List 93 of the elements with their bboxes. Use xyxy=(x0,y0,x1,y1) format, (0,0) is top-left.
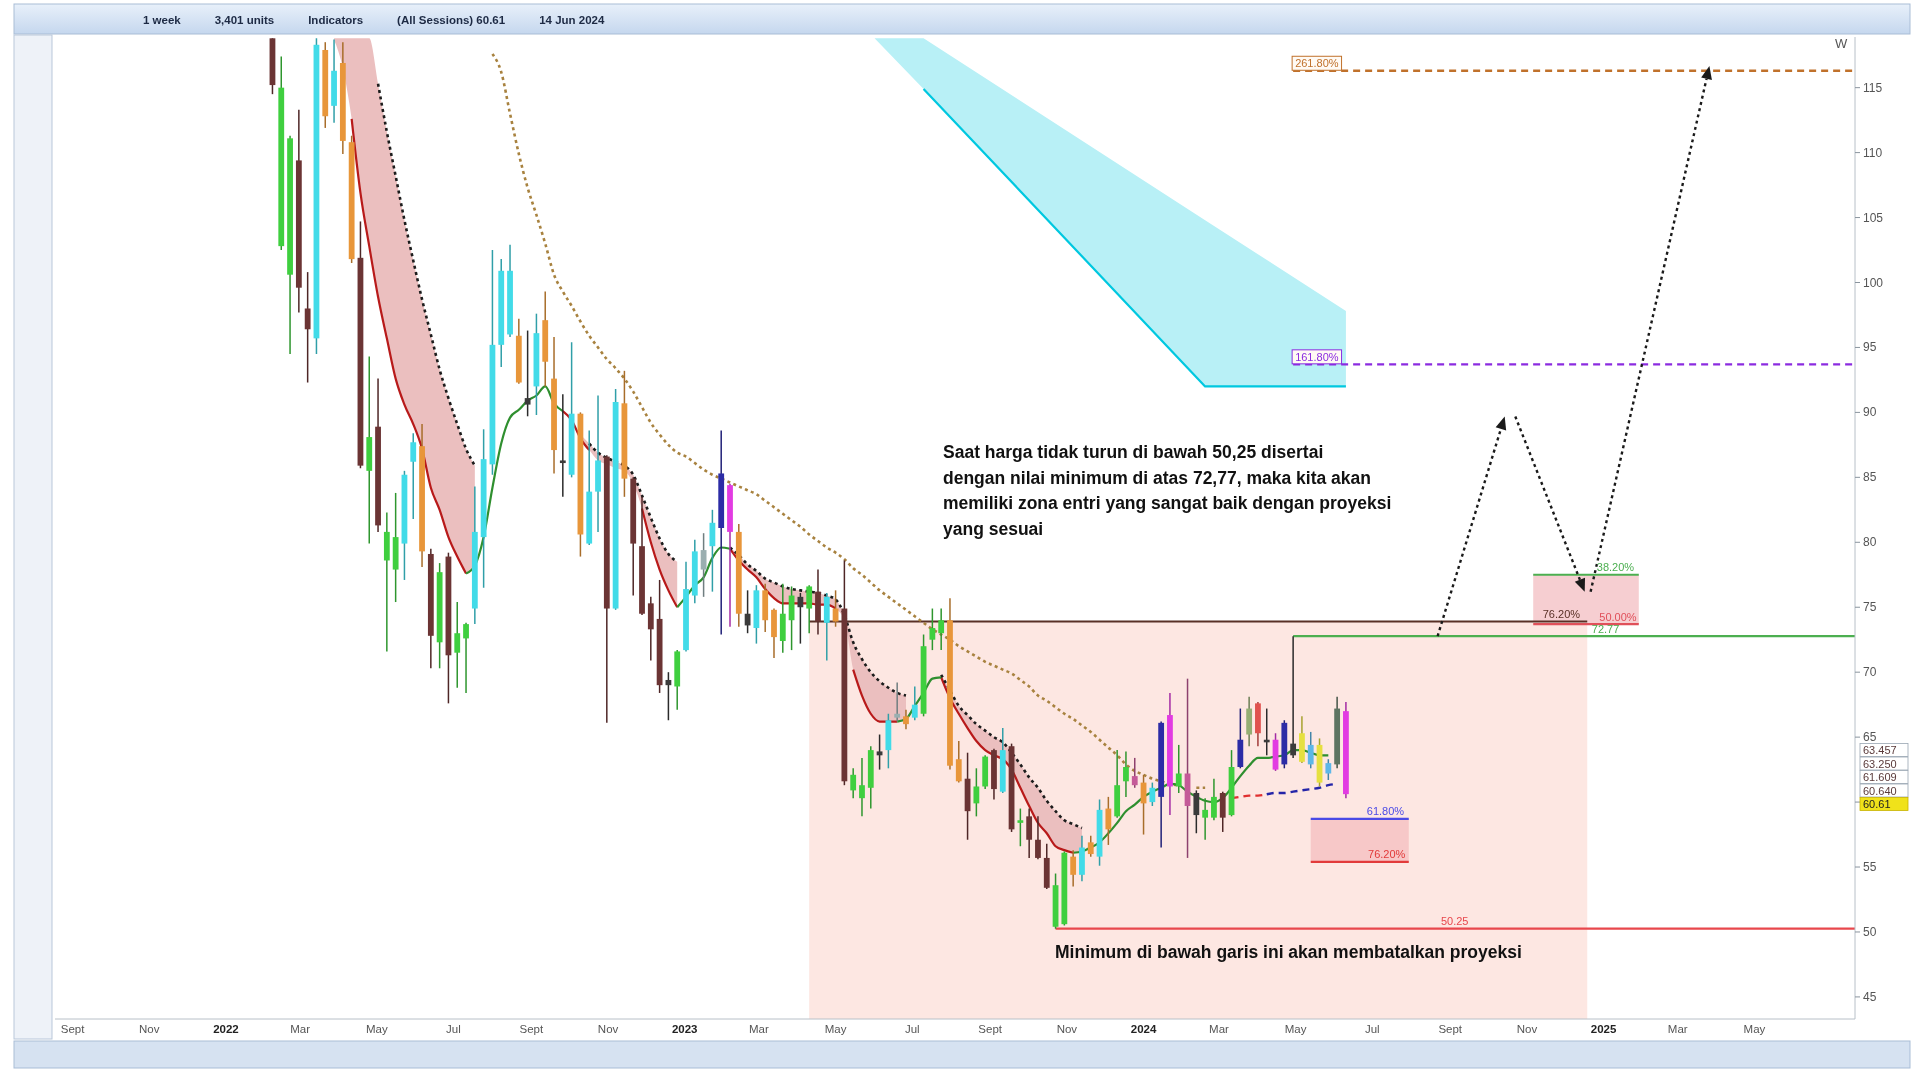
candlestick xyxy=(1193,789,1200,834)
x-tick-label: Nov xyxy=(597,1023,619,1035)
x-tick-label: 2022 xyxy=(213,1023,239,1035)
x-tick-label: Sept xyxy=(978,1023,1003,1035)
annotation: 61.80% xyxy=(1366,805,1405,818)
candlestick xyxy=(894,681,901,723)
candlestick xyxy=(850,767,857,799)
candlestick xyxy=(1070,849,1077,888)
x-tick-label: May xyxy=(1743,1023,1766,1035)
candlestick xyxy=(1035,815,1041,860)
candlestick xyxy=(410,432,417,520)
x-tick-label: Jul xyxy=(904,1023,920,1035)
candlestick xyxy=(1149,781,1156,807)
candlestick xyxy=(1290,635,1297,759)
y-tick-label: 45 xyxy=(1863,989,1877,1004)
annotation: 161.80% xyxy=(1295,350,1339,363)
x-tick-label: Nov xyxy=(139,1023,160,1035)
candlestick xyxy=(1131,757,1138,789)
x-tick-label: Sept xyxy=(60,1023,86,1035)
y-tick-label: 110 xyxy=(1863,145,1883,160)
text: 14 Jun 2024 xyxy=(539,14,605,26)
candlestick xyxy=(1026,807,1033,859)
candlestick xyxy=(454,601,461,689)
text: 3,401 units xyxy=(214,14,275,26)
candlestick xyxy=(859,757,865,818)
annotation: 76.20% xyxy=(1542,608,1581,621)
candlestick xyxy=(903,709,909,731)
annotation: 50.25 xyxy=(1440,915,1469,928)
candlestick xyxy=(797,592,804,645)
candlestick xyxy=(973,767,980,818)
y-tick-label: 65 xyxy=(1863,730,1877,745)
annotation: 72.77 xyxy=(1591,622,1620,635)
candlestick xyxy=(1105,796,1112,846)
text: 63.457 xyxy=(1863,744,1897,756)
y-tick-label: 55 xyxy=(1863,860,1877,875)
y-tick-label: 75 xyxy=(1863,600,1877,615)
text: Indicators xyxy=(308,14,364,26)
x-tick-label: Mar xyxy=(1667,1023,1688,1035)
x-tick-label: Mar xyxy=(290,1023,311,1035)
text: (All Sessions) 60.61 xyxy=(397,14,506,26)
x-tick-label: Jul xyxy=(1364,1023,1380,1035)
text: 60.640 xyxy=(1863,784,1897,797)
candlestick xyxy=(700,532,707,598)
candlestick xyxy=(955,740,962,784)
x-tick-label: Nov xyxy=(1056,1023,1078,1035)
annotation: Minimum di bawah garis ini akan membatalkan proyeksi xyxy=(1055,942,1522,962)
candlestick xyxy=(524,329,531,418)
x-tick-label: 2023 xyxy=(671,1023,698,1035)
text: 60.61 xyxy=(1863,798,1891,810)
x-tick-label: Nov xyxy=(1516,1023,1538,1035)
candlestick xyxy=(559,393,566,498)
y-tick-label: 50 xyxy=(1863,924,1877,939)
text: 63.250 xyxy=(1863,757,1897,770)
text: 1 week xyxy=(143,14,182,26)
candlestick xyxy=(938,607,945,651)
candlestick xyxy=(1017,807,1024,847)
candlestick xyxy=(1202,797,1209,841)
y-tick-label: 90 xyxy=(1863,405,1877,420)
x-tick-label: 2024 xyxy=(1130,1023,1157,1035)
x-tick-label: Mar xyxy=(749,1023,769,1035)
candlestick xyxy=(1325,758,1332,781)
candlestick xyxy=(1087,835,1094,858)
annotation: 38.20% xyxy=(1596,561,1635,574)
annotation: 76.20% xyxy=(1368,848,1406,861)
candlestick xyxy=(911,685,918,721)
x-tick-label: May xyxy=(824,1023,847,1035)
candlestick xyxy=(463,622,469,694)
annotation: 261.80% xyxy=(1295,57,1339,70)
y-tick-label: 85 xyxy=(1863,470,1877,485)
x-tick-label: Jul xyxy=(446,1023,461,1035)
candlestick xyxy=(304,271,311,384)
annotation: Saat harga tidak turun di bawah 50,25 disertai dengan nilai minimum di atas 72,77, maka kita akan memiliki zona entri yang sangat baik dengan proyeksi yang sesuai xyxy=(943,442,1392,539)
y-tick-label: 105 xyxy=(1863,210,1884,225)
x-tick-label: May xyxy=(365,1023,388,1035)
candlestick xyxy=(1211,777,1217,822)
y-tick-label: 95 xyxy=(1863,340,1877,355)
candlestick xyxy=(1123,750,1129,798)
x-tick-label: Sept xyxy=(519,1023,545,1035)
text: 61.609 xyxy=(1863,771,1897,783)
y-tick-label: 70 xyxy=(1863,665,1877,680)
candlestick xyxy=(929,607,936,651)
annotation: 50.00% xyxy=(1599,610,1637,623)
candlestick xyxy=(1175,744,1182,794)
annotation: W xyxy=(1835,36,1848,51)
x-tick-label: 2025 xyxy=(1590,1023,1617,1035)
x-tick-label: May xyxy=(1284,1023,1307,1035)
x-tick-label: Sept xyxy=(1438,1023,1463,1035)
candlestick xyxy=(1307,731,1314,770)
x-tick-label: Mar xyxy=(1209,1023,1230,1035)
y-tick-label: 100 xyxy=(1863,275,1884,290)
y-tick-label: 80 xyxy=(1863,535,1877,550)
candlestick xyxy=(806,584,813,634)
y-tick-label: 115 xyxy=(1863,80,1883,95)
